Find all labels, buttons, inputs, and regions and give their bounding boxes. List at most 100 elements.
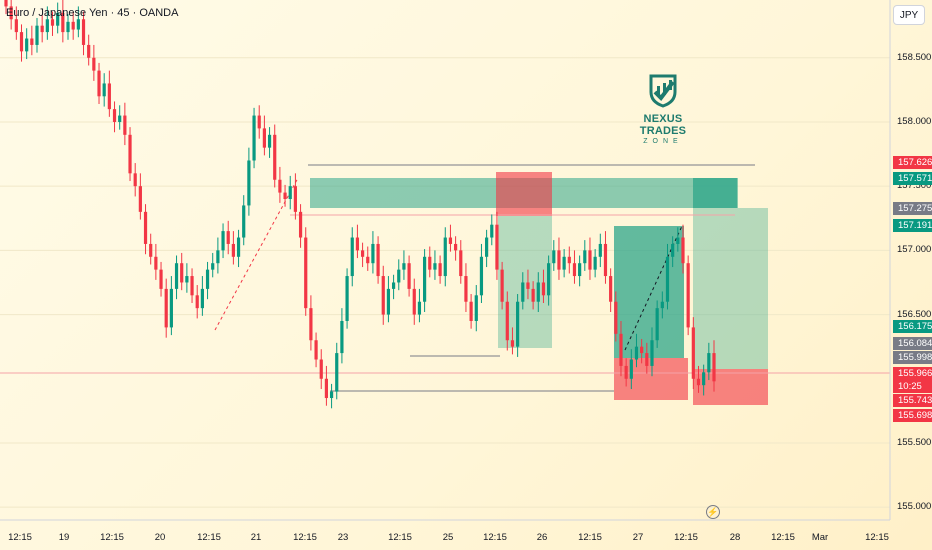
logo-sub: ZONE (643, 138, 683, 145)
candle-body (691, 327, 695, 379)
price-label: 157.000 (897, 244, 932, 256)
candle-body (128, 134, 132, 174)
candle-body (578, 263, 582, 277)
candle-body (603, 243, 608, 277)
candle-body (572, 263, 577, 277)
chart-shield-icon (649, 74, 677, 108)
candle-body (226, 231, 230, 244)
candle-body (412, 288, 416, 315)
candle-body (634, 346, 639, 360)
symbol-title[interactable]: Euro / Japanese Yen · 45 · OANDA (6, 7, 179, 19)
candle-body (19, 32, 24, 52)
candle-body (526, 282, 530, 289)
candle-body (707, 353, 711, 373)
candle-body (696, 378, 701, 386)
candle-body (391, 282, 396, 289)
candle-body (557, 250, 561, 270)
candle-body (324, 378, 329, 399)
candle-body (428, 256, 432, 270)
candle-body (702, 372, 706, 386)
candle-body (624, 365, 628, 379)
candle-body (283, 192, 287, 200)
candle-body (443, 237, 447, 277)
candle-body (609, 276, 613, 302)
candle-body (671, 243, 675, 257)
candle-body (92, 57, 96, 71)
time-label: 25 (442, 532, 454, 543)
price-label: 157.500 (897, 180, 932, 192)
price-tag: 157.275 (893, 202, 932, 215)
time-label: 28 (729, 532, 741, 543)
time-label: 20 (154, 532, 166, 543)
currency-button[interactable]: JPY (893, 5, 925, 25)
candle-body (164, 288, 168, 328)
candle-body (56, 12, 60, 26)
candle-body (433, 263, 437, 270)
candle-body (686, 263, 690, 328)
candle-body (655, 308, 659, 341)
price-label: 155.000 (897, 501, 932, 513)
candle-body (25, 38, 29, 52)
candle-body (629, 359, 633, 379)
candle-body (593, 256, 597, 270)
candle-body (102, 83, 106, 97)
price-tag: 157.571 (893, 172, 932, 185)
candle-body (174, 263, 179, 289)
price-tag: 156.084 (893, 337, 932, 350)
time-label: 12:15 (674, 532, 698, 543)
price-tag: 157.626 (893, 156, 932, 169)
candle-body (510, 340, 515, 347)
candle-body (309, 308, 313, 341)
nexus-logo: NEXUS TRADES ZONE (620, 72, 706, 145)
price-tag: 10:25 (893, 380, 932, 393)
candle-body (712, 353, 716, 382)
candle-body (531, 288, 535, 302)
price-label: 158.000 (897, 115, 932, 127)
candle-body (438, 263, 442, 277)
candle-body (335, 353, 339, 392)
candle-body (547, 263, 551, 296)
candle-body (598, 243, 602, 257)
candle-body (454, 243, 458, 251)
candle-body (485, 237, 489, 257)
candle-body (355, 237, 360, 251)
time-label: 21 (250, 532, 262, 543)
lightning-icon[interactable]: ⚡ (706, 505, 720, 519)
candle-body (541, 282, 546, 296)
candle-body (614, 301, 618, 334)
candle-body (50, 19, 55, 26)
candle-body (495, 224, 499, 270)
candle-body (257, 115, 261, 129)
price-tag: 155.698 (893, 409, 932, 422)
candle-body (345, 276, 349, 321)
candle-body (40, 25, 44, 33)
candle-body (221, 231, 225, 251)
time-label: 27 (632, 532, 644, 543)
candle-body (464, 276, 468, 302)
candle-body (123, 115, 127, 135)
candle-body (681, 237, 685, 264)
candle-body (650, 340, 654, 366)
candle-body (298, 211, 303, 238)
candle-body (479, 256, 484, 296)
candle-body (190, 276, 194, 296)
time-label: 26 (536, 532, 548, 543)
candle-body (552, 250, 556, 264)
candle-body (500, 269, 504, 302)
price-tag: 155.998 (893, 351, 932, 364)
candle-body (87, 44, 91, 58)
candle-body (350, 237, 354, 277)
candle-body (30, 38, 34, 45)
price-tag: 157.191 (893, 219, 932, 232)
candle-body (231, 243, 235, 257)
candle-body (469, 301, 473, 321)
stop-loss-zone (693, 369, 768, 405)
candle-body (14, 19, 18, 33)
candle-body (143, 211, 148, 244)
candle-body (360, 250, 365, 257)
candle-body (407, 263, 411, 289)
time-label: Mar (811, 532, 829, 543)
candle-body (252, 115, 256, 161)
candle-body (562, 256, 566, 270)
